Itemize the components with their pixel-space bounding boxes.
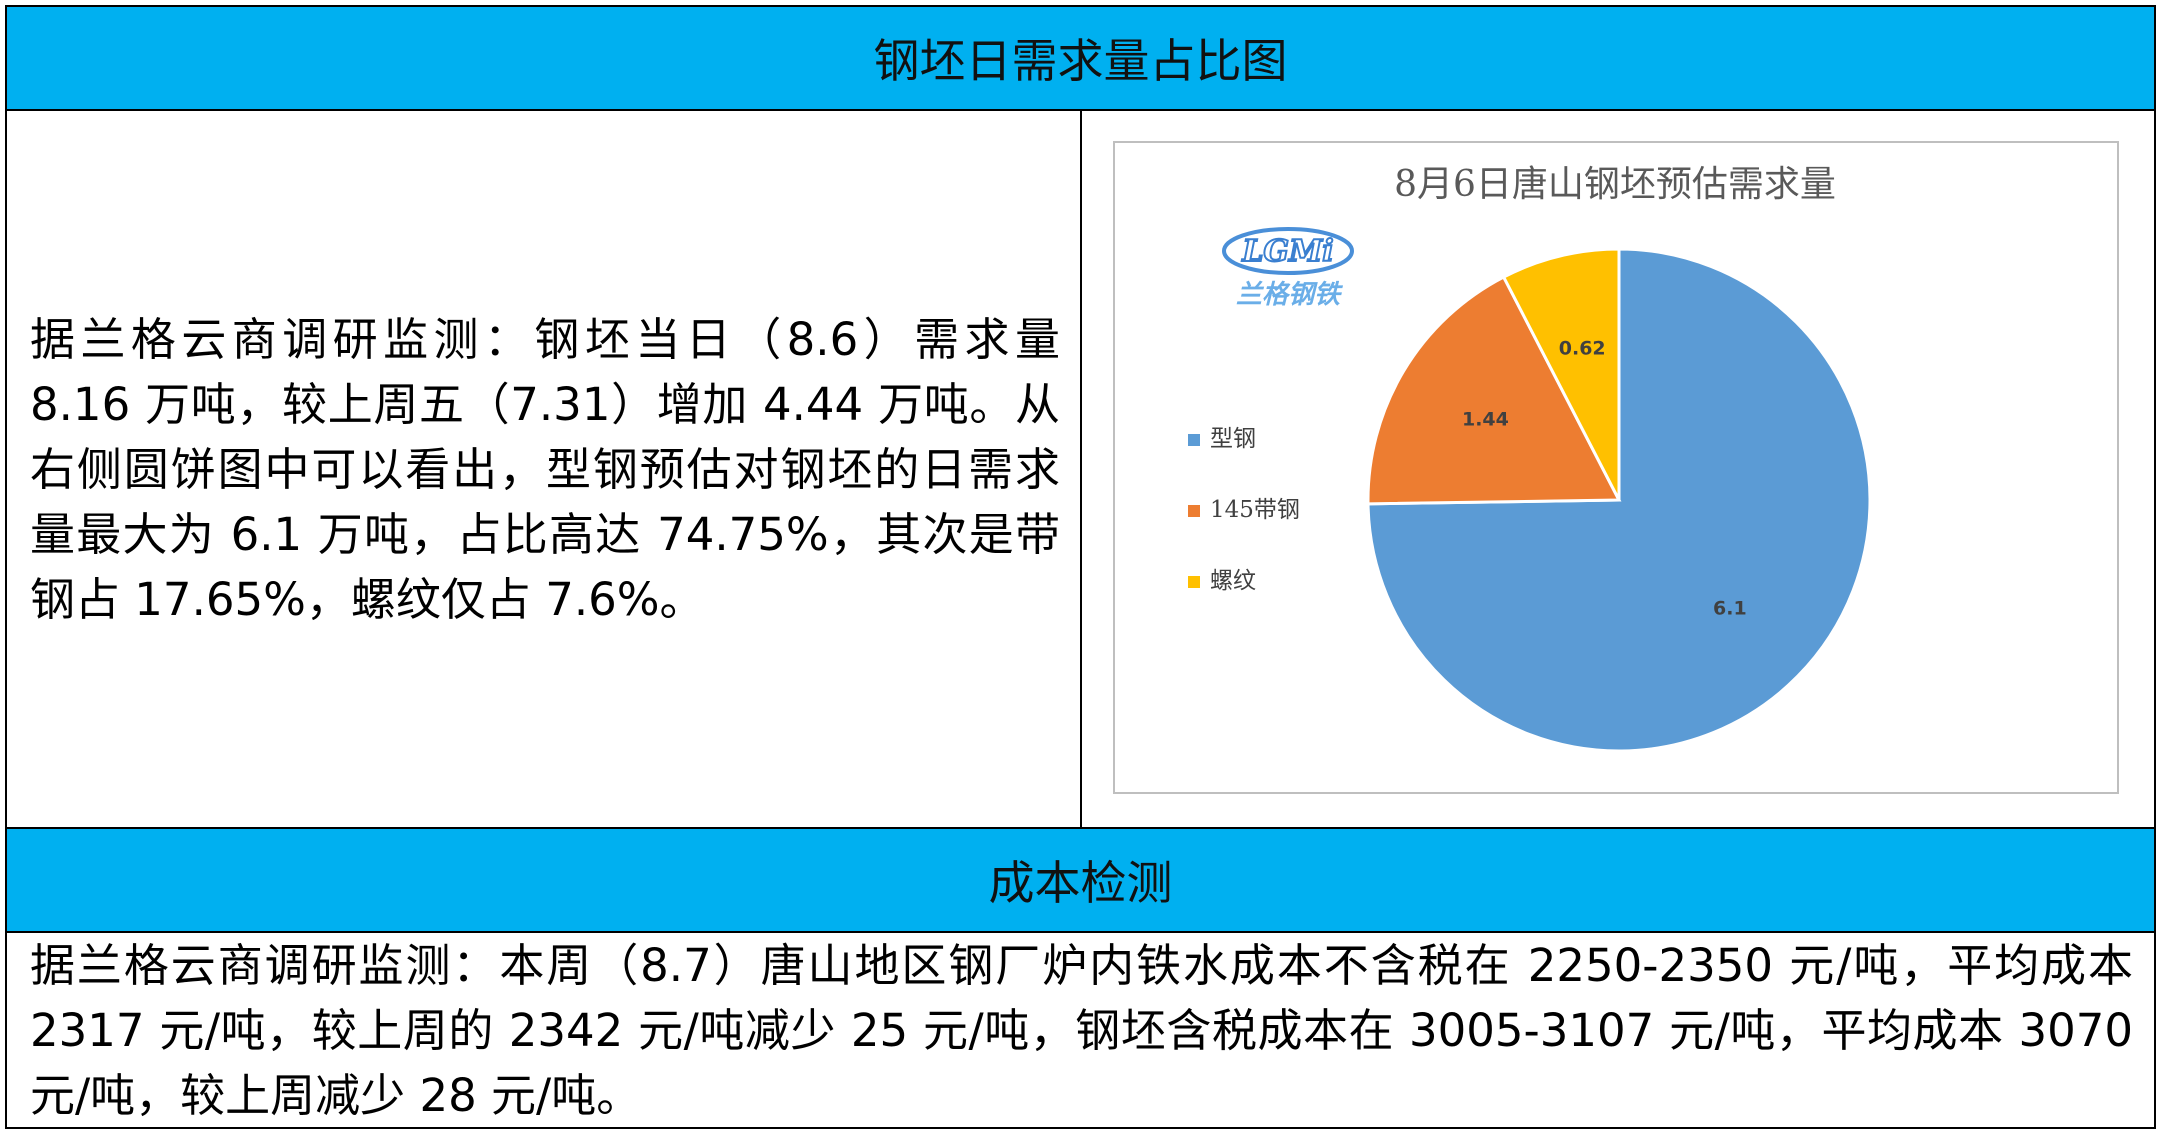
legend-swatch (1188, 576, 1200, 588)
cost-cell (5, 931, 2156, 1129)
chart: 8月6日唐山钢坯预估需求量 LGMi 兰格钢铁 6.1 1.44 0.62 型钢 145… (1113, 141, 2119, 794)
logo-mark: LGMi (1241, 234, 1333, 269)
header-title: 钢坯日需求量占比图 (873, 34, 1288, 88)
data-label: 6.1 (1713, 598, 1747, 620)
legend-label: 螺纹 (1210, 568, 1256, 594)
legend-swatch (1188, 505, 1200, 517)
data-label: 1.44 (1462, 409, 1509, 431)
cost-title: 成本检测 (988, 856, 1173, 910)
legend-label: 145带钢 (1210, 497, 1300, 523)
section-header: 钢坯日需求量占比图 (5, 5, 2156, 111)
chart-title: 8月6日唐山钢坯预估需求量 (1394, 164, 1836, 205)
legend-swatch (1188, 434, 1200, 446)
cost-text: 据兰格云商调研监测：本周（8.7）唐山地区钢厂炉内铁水成本不含税在 2250-2… (30, 939, 2133, 1122)
data-label: 0.62 (1559, 337, 1606, 359)
logo-ring (1222, 227, 1354, 275)
section-header: 成本检测 (5, 827, 2156, 933)
pie-slice (1501, 247, 1621, 501)
pie-slice (1366, 275, 1622, 506)
legend-label: 型钢 (1210, 426, 1256, 452)
summary-text: 据兰格云商调研监测：钢坯当日（8.6）需求量 8.16 万吨，较上周五（7.31… (30, 313, 1060, 626)
logo-name: 兰格钢铁 (1236, 280, 1344, 310)
